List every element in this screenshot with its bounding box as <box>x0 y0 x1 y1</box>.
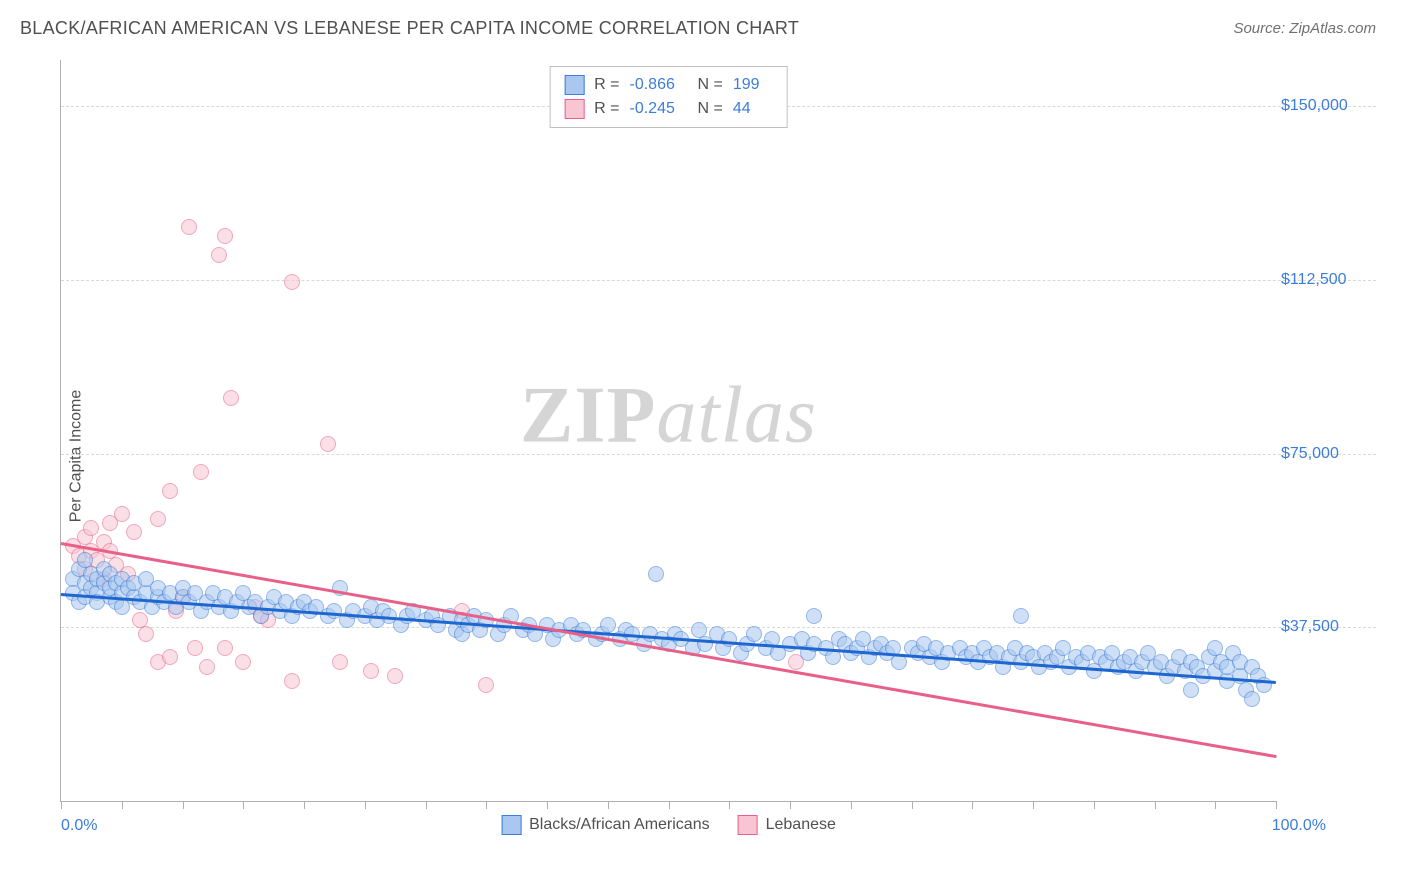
watermark-atlas: atlas <box>656 371 817 459</box>
x-tick <box>1033 801 1034 809</box>
scatter-point-blue <box>721 631 737 647</box>
scatter-point-blue <box>1013 608 1029 624</box>
y-tick-label: $75,000 <box>1281 445 1371 463</box>
x-tick <box>1155 801 1156 809</box>
scatter-point-pink <box>193 464 209 480</box>
x-tick <box>608 801 609 809</box>
x-tick <box>1094 801 1095 809</box>
x-tick <box>729 801 730 809</box>
scatter-point-pink <box>150 511 166 527</box>
legend-r-label: R = <box>594 76 619 94</box>
scatter-point-pink <box>83 520 99 536</box>
scatter-point-pink <box>332 654 348 670</box>
legend-r-value: -0.245 <box>630 100 688 118</box>
x-tick-label-end: 100.0% <box>1272 817 1326 835</box>
scatter-point-pink <box>199 659 215 675</box>
scatter-point-pink <box>187 640 203 656</box>
watermark-logo: ZIPatlas <box>520 370 817 461</box>
series-swatch-blue <box>501 815 521 835</box>
x-tick <box>122 801 123 809</box>
scatter-point-pink <box>211 247 227 263</box>
plot-region: ZIPatlas R =-0.866N =199R =-0.245N =44 B… <box>60 60 1276 802</box>
scatter-point-pink <box>387 668 403 684</box>
x-tick <box>851 801 852 809</box>
correlation-legend: R = -0.866 N = 199 R = -0.245 N = 44 <box>549 66 788 128</box>
legend-r-value: -0.866 <box>630 76 688 94</box>
legend-row-pink: R = -0.245 N = 44 <box>564 97 773 121</box>
scatter-point-blue <box>1244 691 1260 707</box>
scatter-point-blue <box>1183 682 1199 698</box>
x-tick <box>426 801 427 809</box>
y-tick-label: $150,000 <box>1281 97 1371 115</box>
scatter-point-blue <box>648 566 664 582</box>
legend-n-label: N = <box>698 76 723 94</box>
legend-swatch-pink <box>564 99 584 119</box>
scatter-point-pink <box>114 506 130 522</box>
legend-n-value: 44 <box>733 100 773 118</box>
scatter-point-pink <box>162 649 178 665</box>
x-tick <box>972 801 973 809</box>
x-tick <box>304 801 305 809</box>
gridline-horizontal <box>61 280 1376 281</box>
x-tick-label-start: 0.0% <box>61 817 97 835</box>
scatter-point-pink <box>162 483 178 499</box>
legend-n-value: 199 <box>733 76 773 94</box>
x-tick <box>547 801 548 809</box>
chart-area: Per Capita Income ZIPatlas R =-0.866N =1… <box>20 50 1376 862</box>
x-tick <box>486 801 487 809</box>
series-legend: Blacks/African Americans Lebanese <box>501 815 836 835</box>
scatter-point-pink <box>138 626 154 642</box>
scatter-point-blue <box>806 608 822 624</box>
gridline-horizontal <box>61 454 1376 455</box>
source-attribution: Source: ZipAtlas.com <box>1233 20 1376 37</box>
watermark-zip: ZIP <box>520 371 656 459</box>
scatter-point-pink <box>478 677 494 693</box>
x-tick <box>61 801 62 809</box>
y-tick-label: $112,500 <box>1281 271 1371 289</box>
series-label: Lebanese <box>766 816 836 834</box>
x-tick <box>365 801 366 809</box>
scatter-point-pink <box>217 640 233 656</box>
series-label: Blacks/African Americans <box>529 816 710 834</box>
x-tick <box>912 801 913 809</box>
scatter-point-pink <box>126 524 142 540</box>
chart-title: BLACK/AFRICAN AMERICAN VS LEBANESE PER C… <box>20 18 799 39</box>
x-tick <box>1276 801 1277 809</box>
scatter-point-pink <box>284 673 300 689</box>
x-tick <box>669 801 670 809</box>
y-tick-label: $37,500 <box>1281 618 1371 636</box>
scatter-point-pink <box>363 663 379 679</box>
series-swatch-pink <box>738 815 758 835</box>
legend-n-label: N = <box>698 100 723 118</box>
x-tick <box>1215 801 1216 809</box>
scatter-point-pink <box>181 219 197 235</box>
legend-swatch-blue <box>564 75 584 95</box>
scatter-point-pink <box>235 654 251 670</box>
x-tick <box>790 801 791 809</box>
series-legend-item-pink: Lebanese <box>738 815 836 835</box>
scatter-point-pink <box>223 390 239 406</box>
x-tick <box>183 801 184 809</box>
scatter-point-blue <box>600 617 616 633</box>
chart-header: BLACK/AFRICAN AMERICAN VS LEBANESE PER C… <box>0 0 1406 39</box>
scatter-point-pink <box>320 436 336 452</box>
scatter-point-pink <box>217 228 233 244</box>
scatter-point-blue <box>746 626 762 642</box>
x-tick <box>243 801 244 809</box>
series-legend-item-blue: Blacks/African Americans <box>501 815 710 835</box>
legend-r-label: R = <box>594 100 619 118</box>
legend-row-blue: R = -0.866 N = 199 <box>564 73 773 97</box>
scatter-point-pink <box>284 274 300 290</box>
